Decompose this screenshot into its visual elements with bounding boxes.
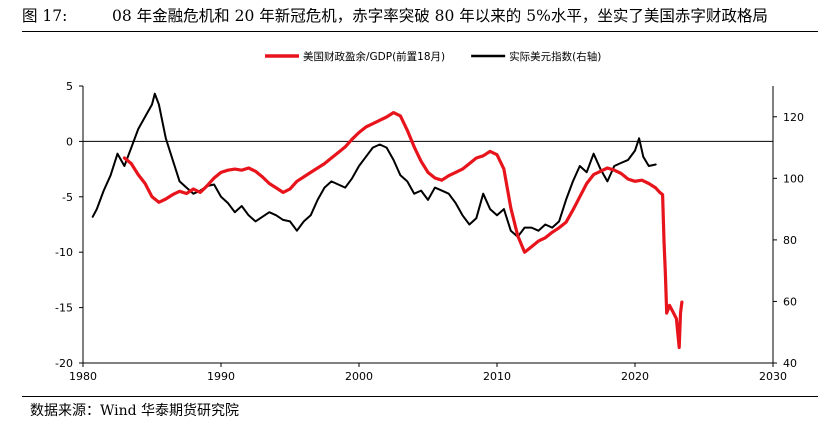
y-left-tick-label: 5 [66,80,73,93]
figure-title-text: 08 年金融危机和 20 年新冠危机，赤字率突破 80 年以来的 5%水平，坐实… [112,7,768,25]
y-right-tick-label: 100 [783,172,804,185]
title-rule [22,31,818,32]
legend: 美国财政盈余/GDP(前置18月) 实际美元指数(右轴) [265,50,601,63]
y-right-tick-label: 80 [783,234,797,247]
chart-axes: 1980 1990 2000 2010 2020 2030 5 0 -5 -10 -15 -20 120… [55,80,804,383]
x-tick-label: 2020 [621,370,649,383]
y-right-tick-label: 60 [783,295,797,308]
y-right-tick-label: 40 [783,357,797,370]
x-tick-label: 1980 [69,370,97,383]
figure-source: 数据来源：Wind 华泰期货研究院 [30,403,240,419]
figure-number: 图 17: [22,7,68,25]
y-left-tick-label: 0 [66,135,73,148]
source-rule [22,396,818,397]
y-left-tick-label: -15 [55,302,73,315]
x-tick-label: 2000 [345,370,373,383]
legend-label-1: 实际美元指数(右轴) [509,50,601,63]
figure-title: 图 17: 08 年金融危机和 20 年新冠危机，赤字率突破 80 年以来的 5%… [22,4,822,28]
x-tick-label: 1990 [207,370,235,383]
series-line-0 [122,111,684,350]
y-left-tick-label: -10 [55,246,73,259]
legend-label-0: 美国财政盈余/GDP(前置18月) [303,50,445,63]
chart: 美国财政盈余/GDP(前置18月) 实际美元指数(右轴) 1980 1990 2000… [55,50,804,383]
series-line-1 [91,92,657,238]
x-tick-label: 2010 [483,370,511,383]
x-tick-label: 2030 [759,370,787,383]
y-left-tick-label: -5 [62,191,73,204]
series-layer [91,92,684,350]
y-right-tick-label: 120 [783,111,804,124]
y-left-tick-label: -20 [55,357,73,370]
